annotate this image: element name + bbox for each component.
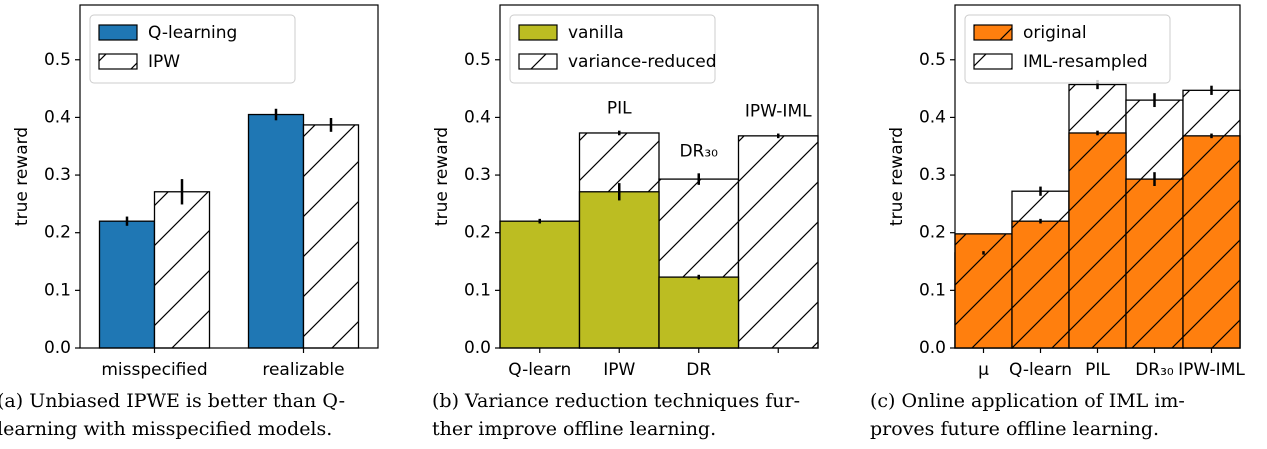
caption: (b) Variance reduction techniques fur- (432, 390, 800, 412)
y-tick-label: 0.3 (464, 165, 491, 185)
legend-label: Q-learning (148, 23, 237, 43)
legend-hatch (99, 54, 137, 69)
legend-swatch (98, 24, 138, 41)
caption: proves future offline learning. (870, 418, 1159, 440)
y-tick-label: 0.0 (44, 338, 71, 358)
x-tick-label: Q-learn (1009, 360, 1072, 380)
legend: vanilla variance-reduced (509, 14, 717, 84)
y-tick-label: 0.5 (464, 50, 491, 70)
y-tick-label: 0.5 (919, 50, 946, 70)
bar-hatch (738, 135, 818, 348)
y-tick-label: 0.4 (44, 107, 71, 127)
y-tick-label: 0.2 (919, 223, 946, 243)
legend-hatch (974, 54, 1012, 69)
caption: ther improve offline learning. (432, 418, 716, 440)
y-tick-label: 0.2 (44, 223, 71, 243)
bar (247, 113, 305, 349)
annotation: IPW-IML (745, 102, 812, 122)
bar-hatch (303, 124, 359, 348)
bar-hatch (955, 233, 1012, 348)
y-axis-label: true reward (887, 127, 907, 226)
axes-frame (499, 4, 819, 349)
y-tick-label: 0.2 (464, 223, 491, 243)
y-tick-label: 0.5 (44, 50, 71, 70)
y-tick-label: 0.0 (464, 338, 491, 358)
chart: PIL DR₃₀ IPW-IML 0.0 0.1 0.2 0.3 0.4 0.5 Q-learn I… (432, 4, 819, 440)
legend-label: variance-reduced (568, 52, 717, 72)
x-tick-label: realizable (262, 360, 344, 380)
legend: Q-learning IPW (89, 14, 296, 84)
legend: original IML-resampled (964, 14, 1171, 84)
caption: (c) Online application of IML im- (870, 390, 1185, 412)
annotation: DR₃₀ (679, 141, 718, 161)
y-tick-label: 0.4 (919, 107, 946, 127)
annotation: PIL (607, 99, 632, 119)
bar (98, 220, 156, 349)
x-tick-label: IPW (603, 360, 635, 380)
legend-box (509, 14, 716, 84)
bar (658, 276, 740, 349)
y-tick-label: 0.1 (919, 280, 946, 300)
bar-hatch (1183, 135, 1240, 348)
y-axis-label: true reward (432, 127, 452, 226)
x-tick-label: misspecified (101, 360, 207, 380)
x-tick-label: DR₃₀ (1135, 360, 1174, 380)
legend-box (964, 14, 1171, 84)
y-tick-label: 0.4 (464, 107, 491, 127)
bar-hatch (1012, 221, 1069, 348)
caption: (a) Unbiased IPWE is better than Q- (0, 390, 345, 412)
x-tick-label: μ (978, 360, 989, 380)
y-tick-label: 0.3 (44, 165, 71, 185)
bar (578, 191, 660, 349)
legend-label: IPW (148, 52, 180, 72)
y-tick-label: 0.1 (464, 280, 491, 300)
legend-hatch (519, 54, 557, 69)
bar-hatch (1069, 132, 1126, 348)
x-tick-label: DR (686, 360, 711, 380)
chart: 0.0 0.1 0.2 0.3 0.4 0.5 μ Q-learn PIL DR₃₀ IPW-IML… (870, 4, 1245, 440)
y-tick-label: 0.1 (44, 280, 71, 300)
bar-hatch (1126, 179, 1183, 348)
legend-swatch (518, 24, 558, 41)
chart: 0.0 0.1 0.2 0.3 0.4 0.5 misspecified realizable… (0, 4, 379, 440)
legend-label: vanilla (568, 23, 624, 43)
x-tick-label: IPW-IML (1178, 360, 1245, 380)
x-tick-label: PIL (1085, 360, 1110, 380)
legend-hatch (974, 25, 1012, 40)
caption: learning with misspecified models. (0, 418, 332, 440)
bar-hatch (154, 191, 210, 348)
legend-box (89, 14, 296, 84)
legend-label: original (1023, 23, 1087, 43)
y-tick-label: 0.3 (919, 165, 946, 185)
legend-label: IML-resampled (1023, 52, 1148, 72)
y-axis-label: true reward (12, 127, 32, 226)
y-tick-label: 0.0 (919, 338, 946, 358)
bar (499, 220, 581, 349)
x-tick-label: Q-learn (508, 360, 571, 380)
axes-frame (79, 4, 379, 349)
